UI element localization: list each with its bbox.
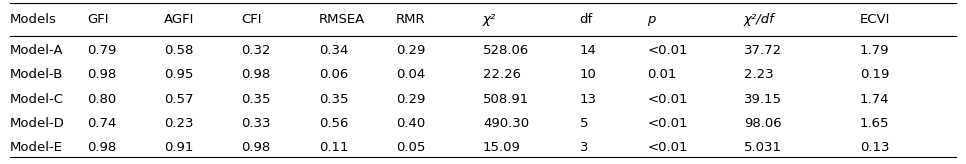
Text: 0.40: 0.40 — [396, 117, 425, 130]
Text: <0.01: <0.01 — [647, 93, 688, 106]
Text: 0.98: 0.98 — [87, 68, 116, 81]
Text: 0.95: 0.95 — [164, 68, 193, 81]
Text: df: df — [580, 13, 593, 26]
Text: 0.34: 0.34 — [319, 44, 348, 57]
Text: <0.01: <0.01 — [647, 117, 688, 130]
Text: 0.32: 0.32 — [242, 44, 271, 57]
Text: 37.72: 37.72 — [744, 44, 781, 57]
Text: 5: 5 — [580, 117, 588, 130]
Text: 0.35: 0.35 — [242, 93, 271, 106]
Text: 0.74: 0.74 — [87, 117, 116, 130]
Text: AGFI: AGFI — [164, 13, 194, 26]
Text: 2.23: 2.23 — [744, 68, 774, 81]
Text: 0.29: 0.29 — [396, 93, 425, 106]
Text: 1.74: 1.74 — [860, 93, 890, 106]
Text: 10: 10 — [580, 68, 596, 81]
Text: Model-B: Model-B — [10, 68, 63, 81]
Text: RMR: RMR — [396, 13, 426, 26]
Text: 0.58: 0.58 — [164, 44, 193, 57]
Text: 13: 13 — [580, 93, 597, 106]
Text: 5.031: 5.031 — [744, 141, 781, 154]
Text: ECVI: ECVI — [860, 13, 890, 26]
Text: 0.91: 0.91 — [164, 141, 193, 154]
Text: 0.98: 0.98 — [242, 68, 270, 81]
Text: 22.26: 22.26 — [483, 68, 521, 81]
Text: 0.57: 0.57 — [164, 93, 194, 106]
Text: 0.80: 0.80 — [87, 93, 116, 106]
Text: 0.06: 0.06 — [319, 68, 348, 81]
Text: <0.01: <0.01 — [647, 141, 688, 154]
Text: Model-E: Model-E — [10, 141, 63, 154]
Text: 0.33: 0.33 — [242, 117, 271, 130]
Text: 0.98: 0.98 — [242, 141, 270, 154]
Text: 14: 14 — [580, 44, 596, 57]
Text: 0.11: 0.11 — [319, 141, 349, 154]
Text: 0.79: 0.79 — [87, 44, 116, 57]
Text: 0.01: 0.01 — [647, 68, 676, 81]
Text: 1.65: 1.65 — [860, 117, 890, 130]
Text: 0.29: 0.29 — [396, 44, 425, 57]
Text: 0.05: 0.05 — [396, 141, 425, 154]
Text: 1.79: 1.79 — [860, 44, 890, 57]
Text: 15.09: 15.09 — [483, 141, 521, 154]
Text: Model-C: Model-C — [10, 93, 64, 106]
Text: 490.30: 490.30 — [483, 117, 529, 130]
Text: p: p — [647, 13, 656, 26]
Text: χ²/df: χ²/df — [744, 13, 775, 26]
Text: 0.04: 0.04 — [396, 68, 425, 81]
Text: Model-D: Model-D — [10, 117, 65, 130]
Text: 0.98: 0.98 — [87, 141, 116, 154]
Text: 0.23: 0.23 — [164, 117, 194, 130]
Text: CFI: CFI — [242, 13, 262, 26]
Text: Models: Models — [10, 13, 57, 26]
Text: χ²: χ² — [483, 13, 497, 26]
Text: 528.06: 528.06 — [483, 44, 529, 57]
Text: 39.15: 39.15 — [744, 93, 781, 106]
Text: 0.13: 0.13 — [860, 141, 890, 154]
Text: 0.56: 0.56 — [319, 117, 348, 130]
Text: Model-A: Model-A — [10, 44, 64, 57]
Text: 508.91: 508.91 — [483, 93, 529, 106]
Text: RMSEA: RMSEA — [319, 13, 365, 26]
Text: 3: 3 — [580, 141, 588, 154]
Text: 0.35: 0.35 — [319, 93, 349, 106]
Text: <0.01: <0.01 — [647, 44, 688, 57]
Text: GFI: GFI — [87, 13, 108, 26]
Text: 0.19: 0.19 — [860, 68, 889, 81]
Text: 98.06: 98.06 — [744, 117, 781, 130]
